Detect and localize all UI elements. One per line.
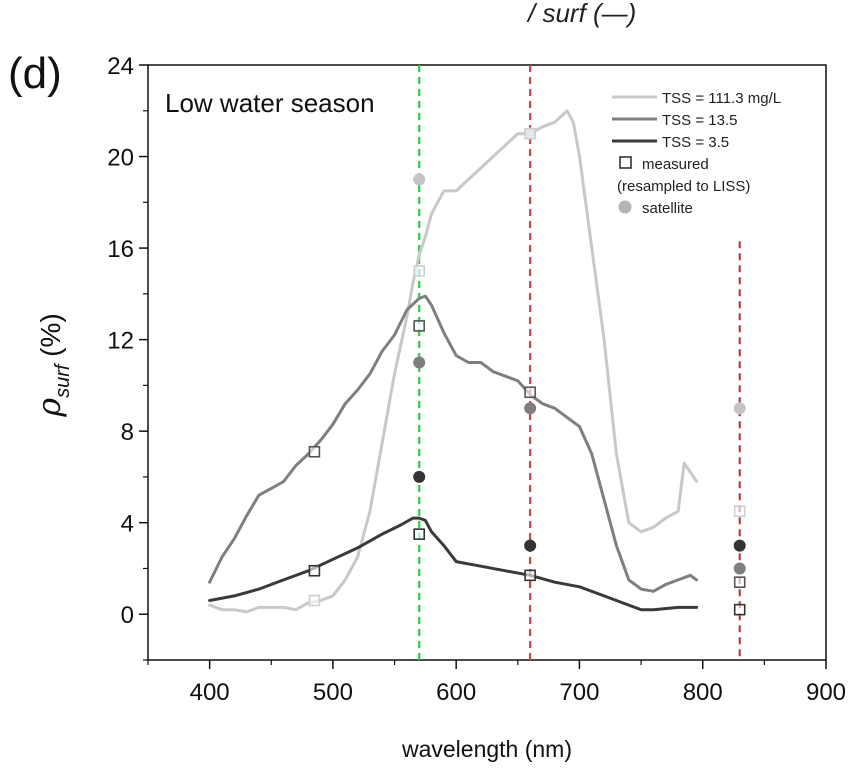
measured-point-12 — [735, 605, 745, 615]
x-tick-label-600: 600 — [436, 679, 476, 706]
measured-point-7 — [525, 129, 535, 139]
panel-label: (d) — [8, 49, 62, 98]
legend-label-3: TSS = 3.5 — [662, 134, 729, 151]
legend-label-4: measured — [642, 156, 709, 173]
measured-point-4 — [414, 266, 424, 276]
satellite-point-2 — [413, 357, 425, 369]
legend-label-1: TSS = 111.3 mg/L — [662, 90, 781, 107]
measured-point-8 — [525, 387, 535, 397]
satellite-point-5 — [524, 402, 536, 414]
y-tick-label-8: 8 — [121, 419, 134, 446]
legend-label-2: TSS = 13.5 — [662, 112, 737, 129]
legend-label-5: (resampled to LISS) — [617, 178, 750, 195]
legend-swatch-circle — [619, 201, 632, 214]
x-axis-title: wavelength (nm) — [401, 736, 572, 762]
y-tick-label-16: 16 — [107, 236, 134, 263]
satellite-point-8 — [734, 540, 746, 552]
satellite-point-1 — [413, 173, 425, 185]
x-tick-label-900: 900 — [806, 679, 846, 706]
y-tick-label-20: 20 — [107, 145, 134, 172]
x-tick-label-700: 700 — [559, 679, 599, 706]
y-axis-title-sub: surf — [52, 362, 74, 398]
legend-label-6: satellite — [642, 200, 693, 217]
satellite-point-3 — [413, 471, 425, 483]
y-axis-title: ρsurf (%) — [30, 313, 74, 417]
y-tick-label-12: 12 — [107, 328, 134, 355]
svg-text:ρsurf (%): ρsurf (%) — [30, 313, 74, 417]
x-tick-label-400: 400 — [190, 679, 230, 706]
y-tick-label-4: 4 — [121, 511, 134, 538]
legend: TSS = 111.3 mg/L TSS = 13.5 TSS = 3.5 measu… — [612, 90, 781, 217]
series-line-2 — [210, 296, 697, 591]
y-axis-title-unit: (%) — [35, 313, 66, 364]
x-tick-label-500: 500 — [313, 679, 353, 706]
measured-point-3 — [309, 596, 319, 606]
plot-frame — [148, 65, 826, 660]
measured-point-6 — [414, 529, 424, 539]
legend-swatch-square — [620, 157, 631, 168]
satellite-point-7 — [734, 402, 746, 414]
season-annotation: Low water season — [165, 88, 375, 118]
measured-point-5 — [414, 321, 424, 331]
y-tick-label-0: 0 — [121, 602, 134, 629]
x-tick-label-800: 800 — [683, 679, 723, 706]
measured-point-11 — [735, 577, 745, 587]
measured-point-2 — [309, 566, 319, 576]
y-tick-label-24: 24 — [107, 53, 134, 80]
measured-point-9 — [525, 570, 535, 580]
satellite-point-9 — [734, 562, 746, 574]
measured-point-10 — [735, 506, 745, 516]
measured-point-1 — [309, 447, 319, 457]
satellite-point-6 — [524, 540, 536, 552]
y-axis-title-main: ρ — [30, 398, 68, 418]
header-fragment: / surf (—) — [526, 0, 636, 28]
